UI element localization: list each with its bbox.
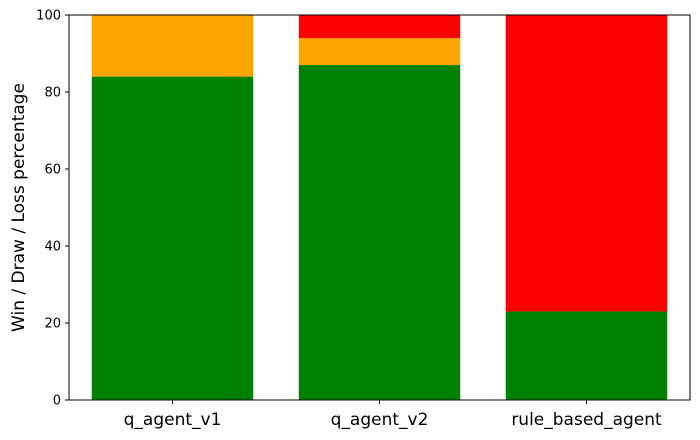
bar-segment-q_agent_v1-1 (91, 15, 254, 77)
y-tick-label-100: 100 (36, 9, 61, 24)
y-ticks: 0 20 40 60 80 100 (36, 9, 69, 409)
y-tick-label-80: 80 (44, 86, 61, 101)
bar-segment-q_agent_v2-0 (298, 65, 461, 401)
bar-segment-q_agent_v1-0 (91, 76, 254, 400)
bar-segment-q_agent_v2-1 (298, 38, 461, 66)
bar-segment-rule_based_agent-0 (505, 311, 668, 400)
bar-segment-rule_based_agent-2 (505, 15, 668, 312)
x-tick-label-q_agent_v2: q_agent_v2 (331, 410, 429, 430)
y-tick-label-40: 40 (44, 240, 61, 255)
x-tick-label-q_agent_v1: q_agent_v1 (124, 410, 222, 430)
y-tick-label-60: 60 (44, 163, 61, 178)
y-axis-label: Win / Draw / Loss percentage (9, 83, 29, 332)
y-tick-label-0: 0 (53, 394, 61, 409)
y-tick-label-20: 20 (44, 317, 61, 332)
bar-segment-q_agent_v2-2 (298, 15, 461, 39)
x-ticks: q_agent_v1 q_agent_v2 rule_based_agent (124, 400, 662, 430)
x-tick-label-rule_based_agent: rule_based_agent (511, 410, 662, 430)
bars-layer (91, 15, 668, 401)
